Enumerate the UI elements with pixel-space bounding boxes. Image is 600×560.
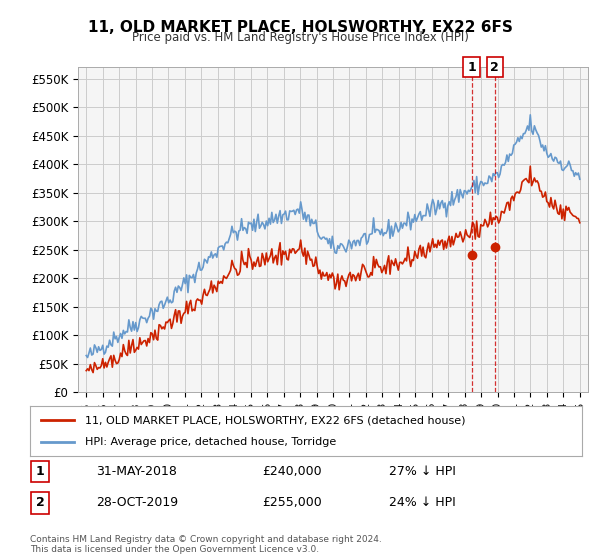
Text: 27% ↓ HPI: 27% ↓ HPI [389, 465, 455, 478]
Text: HPI: Average price, detached house, Torridge: HPI: Average price, detached house, Torr… [85, 437, 337, 447]
Text: Contains HM Land Registry data © Crown copyright and database right 2024.
This d: Contains HM Land Registry data © Crown c… [30, 535, 382, 554]
Text: £255,000: £255,000 [262, 496, 322, 510]
Text: Price paid vs. HM Land Registry's House Price Index (HPI): Price paid vs. HM Land Registry's House … [131, 31, 469, 44]
Text: 2: 2 [35, 496, 44, 510]
Text: 2: 2 [490, 60, 499, 74]
Text: £240,000: £240,000 [262, 465, 322, 478]
Text: 1: 1 [35, 465, 44, 478]
Text: 28-OCT-2019: 28-OCT-2019 [96, 496, 178, 510]
Text: 11, OLD MARKET PLACE, HOLSWORTHY, EX22 6FS: 11, OLD MARKET PLACE, HOLSWORTHY, EX22 6… [88, 20, 512, 35]
Text: 24% ↓ HPI: 24% ↓ HPI [389, 496, 455, 510]
Text: 11, OLD MARKET PLACE, HOLSWORTHY, EX22 6FS (detached house): 11, OLD MARKET PLACE, HOLSWORTHY, EX22 6… [85, 415, 466, 425]
Text: 31-MAY-2018: 31-MAY-2018 [96, 465, 177, 478]
Text: 1: 1 [467, 60, 476, 74]
